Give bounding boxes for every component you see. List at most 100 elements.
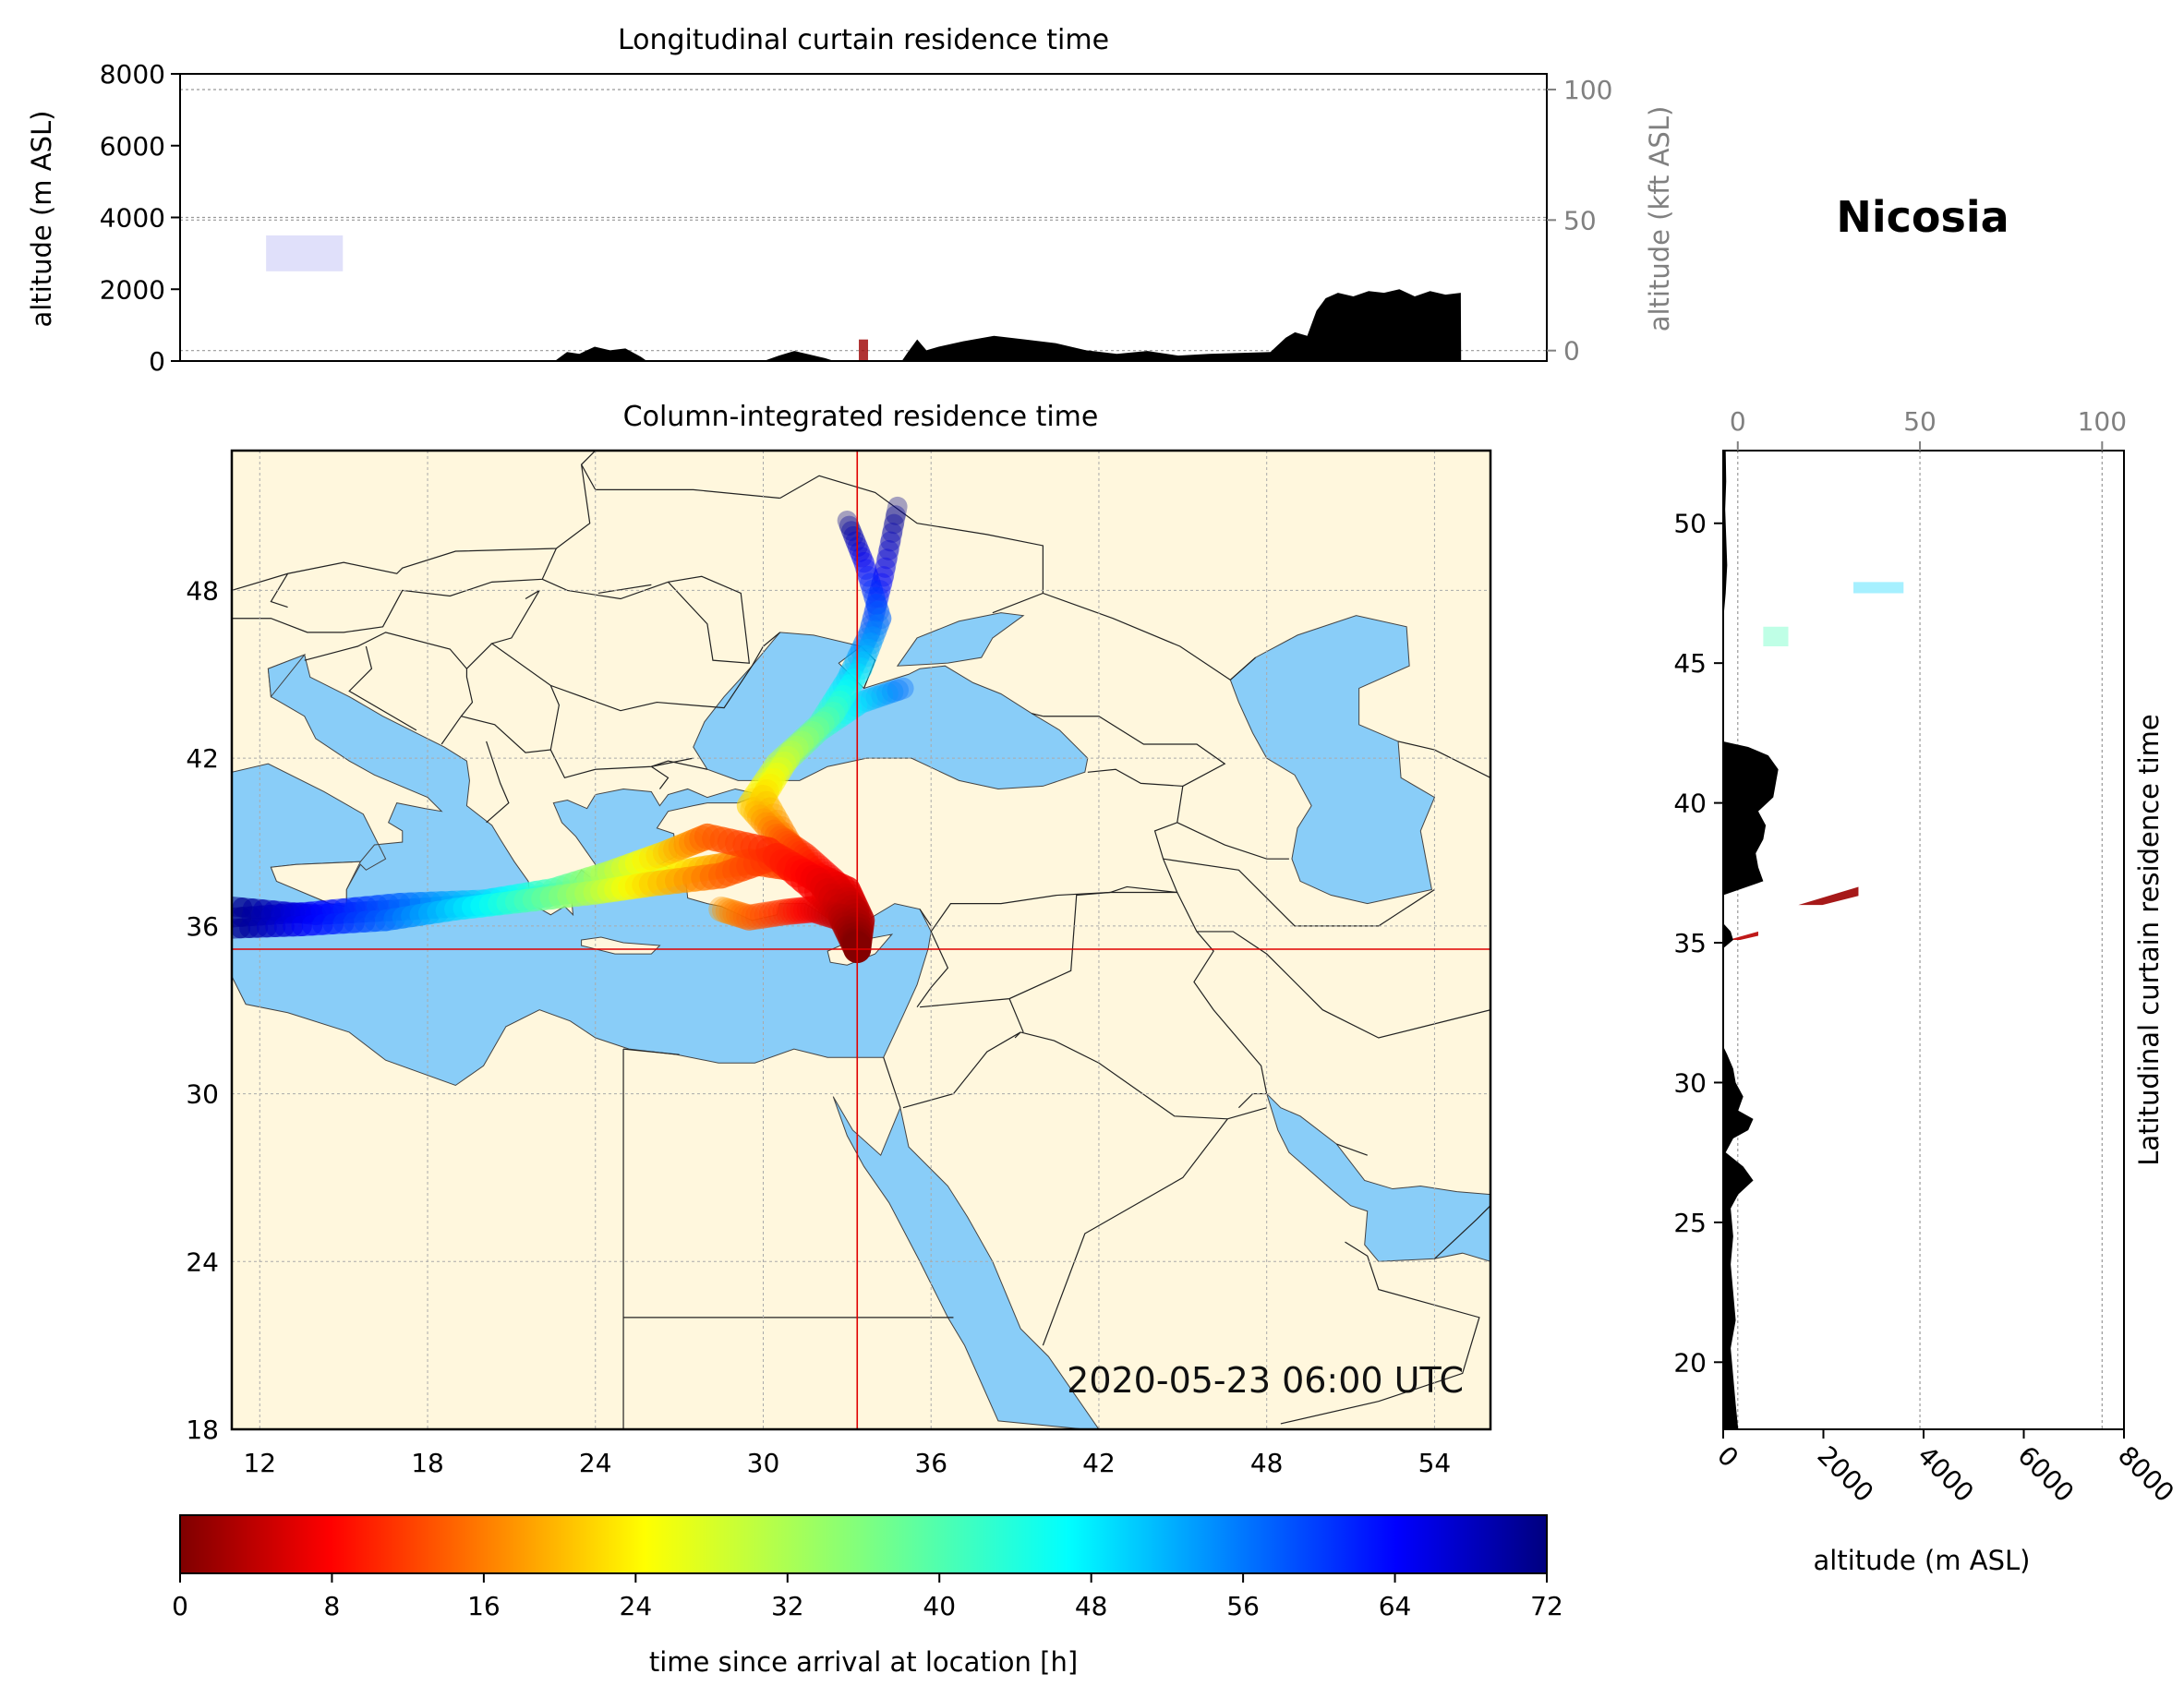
plume-segment (821, 696, 849, 726)
plume-segment (813, 711, 841, 739)
latitudinal-curtain-title: Latitudinal curtain residence time (2133, 714, 2165, 1166)
map-canvas: 2020-05-23 06:00 UTC (232, 451, 1490, 1429)
plume-segment (775, 740, 803, 771)
top-right-y-ticks: 0 50 100 (1547, 75, 1612, 367)
plume-segment (800, 896, 831, 924)
plume-segment (860, 685, 888, 710)
plume-segment (862, 620, 887, 648)
plume-segment (855, 559, 879, 587)
plume-segment (821, 685, 849, 714)
plume-segment (722, 900, 752, 928)
plume-segment (770, 747, 800, 777)
plume-segment (871, 566, 894, 595)
plume-segment (751, 766, 779, 798)
plume-segment (767, 815, 798, 849)
plume-segment (778, 735, 809, 765)
country-border (861, 645, 876, 689)
plume-segment (741, 903, 772, 931)
plume-segment (886, 496, 908, 525)
plume-segment (757, 797, 787, 829)
plume-segment (817, 708, 847, 735)
plume-segment (803, 897, 835, 925)
plume-segment (765, 752, 795, 782)
right-plume (1853, 582, 1904, 594)
plume-segment (753, 777, 780, 807)
right-top-xtick-label: 100 (2078, 406, 2127, 437)
plume-segment (825, 691, 852, 720)
plume-segment (802, 713, 831, 741)
plume-segment (791, 728, 821, 757)
right-plumes (1728, 582, 1904, 940)
plume-segment (860, 626, 885, 655)
right-ytick-label: 20 (1673, 1347, 1707, 1378)
plume-segment (708, 896, 738, 923)
country-border (1087, 768, 1183, 788)
plume-segment (858, 614, 883, 644)
colorbar-tick-label: 64 (1379, 1591, 1412, 1621)
country-border (461, 716, 694, 779)
right-ytick-label: 40 (1673, 789, 1707, 819)
top-ytick-label: 6000 (100, 131, 165, 162)
plume-segment (781, 835, 812, 865)
plume-segment (761, 752, 790, 781)
adriatic-n (267, 653, 307, 698)
top-ylabel-right: altitude (kft ASL) (1644, 106, 1675, 332)
plume-segment (811, 706, 840, 735)
country-border (622, 1048, 680, 1055)
plume-segment (797, 723, 827, 753)
plume-segment (800, 716, 829, 745)
plume-segment (814, 696, 841, 726)
plume-segment (754, 807, 786, 838)
map-plume (232, 496, 914, 963)
right-ytick-label: 30 (1673, 1067, 1707, 1098)
country-border (440, 668, 474, 745)
plume-segment (750, 808, 780, 838)
right-top-x-ticks: 0 50 100 (1730, 406, 2127, 451)
country-border (232, 464, 591, 592)
plume-segment (749, 901, 781, 929)
plume-segment (828, 674, 855, 703)
red-sea (832, 1096, 1100, 1429)
plume-segment (760, 762, 788, 792)
plume-segment (754, 762, 783, 792)
plume-segment (847, 639, 873, 668)
top-right-ytick-label: 100 (1563, 75, 1612, 105)
caspian-sea (1229, 615, 1436, 905)
black-sea (693, 632, 1089, 789)
plume-segment (806, 897, 838, 926)
plume-segment (768, 751, 797, 782)
plume-segment (754, 900, 786, 928)
plume-segment (745, 902, 777, 930)
plume-segment (884, 505, 906, 535)
right-xtick-label: 2000 (1812, 1440, 1880, 1509)
plume-segment (852, 627, 878, 656)
sea-of-azov (896, 612, 1025, 667)
plume-segment (805, 711, 835, 741)
plume-segment (863, 586, 887, 616)
plume-segment (875, 548, 898, 578)
plume-segment (747, 772, 776, 802)
colorbar-tick-label: 8 (324, 1591, 341, 1621)
plume-segment (754, 773, 783, 804)
right-x-ticks: 0 2000 4000 6000 8000 (1711, 1429, 2180, 1508)
plume-segment (790, 726, 819, 755)
colorbar-ticks: 0 8 16 24 32 40 48 56 64 72 (172, 1573, 1563, 1621)
country-border (920, 891, 1111, 1008)
plume-segment (718, 899, 749, 927)
plume-segment (843, 525, 866, 552)
country-border (541, 575, 751, 664)
map-ytick-label: 42 (186, 743, 219, 774)
plume-segment (855, 621, 881, 649)
plume-segment (740, 782, 769, 813)
right-xtick-label: 8000 (2112, 1440, 2180, 1509)
country-border (1176, 822, 1289, 860)
plume-segment (865, 684, 894, 708)
plume-segment (876, 680, 904, 704)
plume-segment (750, 778, 779, 811)
plume-segment (839, 515, 862, 541)
map-grid (232, 451, 1490, 1429)
station-name: Nicosia (1836, 192, 2009, 242)
colorbar-label: time since arrival at location [h] (649, 1646, 1078, 1678)
plume-segment (743, 777, 773, 808)
top-right-ytick-label: 50 (1563, 205, 1597, 235)
